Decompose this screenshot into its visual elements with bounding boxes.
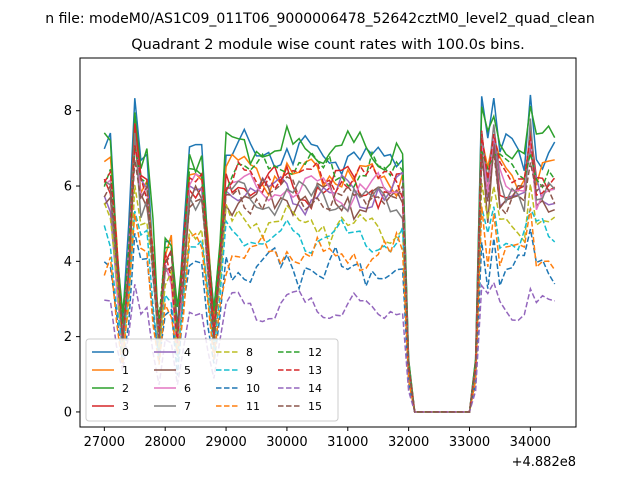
y-tick-label: 6 (64, 180, 72, 195)
legend-label-6: 6 (184, 382, 191, 395)
legend-frame (85, 338, 339, 422)
legend-label-15: 15 (308, 400, 322, 413)
x-offset-label: +4.882e8 (512, 455, 576, 470)
legend-label-10: 10 (246, 382, 260, 395)
legend-label-13: 13 (308, 364, 322, 377)
x-tick-label: 30000 (266, 435, 307, 450)
legend-label-5: 5 (184, 364, 191, 377)
x-tick-label: 28000 (145, 435, 186, 450)
legend-label-2: 2 (122, 382, 129, 395)
x-axis-ticks: 27000 28000 29000 30000 31000 32000 33000 34000 (84, 427, 551, 450)
chart-title: Quadrant 2 module wise count rates with … (131, 37, 525, 53)
series-line-13 (103, 133, 556, 413)
plot-frame (79, 57, 577, 428)
x-tick-label: 31000 (327, 435, 368, 450)
legend-label-1: 1 (122, 364, 129, 377)
y-axis-ticks: 0 2 4 6 8 (64, 104, 80, 420)
legend-label-4: 4 (184, 346, 191, 359)
legend-label-3: 3 (122, 400, 129, 413)
legend-label-0: 0 (122, 346, 129, 359)
legend-label-9: 9 (246, 364, 253, 377)
y-tick-label: 8 (64, 104, 72, 119)
legend-label-7: 7 (184, 400, 191, 413)
y-tick-label: 4 (64, 255, 72, 270)
legend-label-11: 11 (246, 400, 260, 413)
legend-label-14: 14 (308, 382, 322, 395)
y-tick-label: 0 (64, 405, 72, 420)
x-tick-label: 29000 (205, 435, 246, 450)
x-tick-label: 32000 (388, 435, 429, 450)
x-tick-label: 27000 (84, 435, 125, 450)
legend-label-12: 12 (308, 346, 322, 359)
x-tick-label: 33000 (449, 435, 490, 450)
x-tick-label: 34000 (510, 435, 551, 450)
chart-suptitle: n file: modeM0/AS1C09_011T06_9000006478_… (45, 11, 594, 27)
series-line-15 (103, 152, 556, 413)
y-tick-label: 2 (64, 330, 72, 345)
legend-label-8: 8 (246, 346, 253, 359)
